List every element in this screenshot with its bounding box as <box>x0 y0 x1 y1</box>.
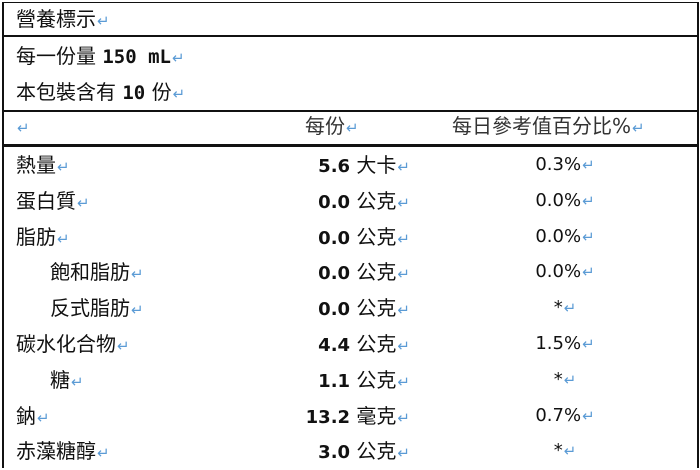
nutrient-row: 鈉↵ 13.2 毫克↵ 0.7%↵ <box>0 399 700 435</box>
serving-size: 每一份量 150 mL↵ <box>16 44 185 68</box>
paragraph-mark-icon: ↵ <box>346 119 359 137</box>
nutrient-amount: 5.6 大卡↵ <box>318 153 410 177</box>
nutrient-name: 碳水化合物↵ <box>16 332 130 356</box>
paragraph-mark-icon: ↵ <box>397 265 410 284</box>
nutrient-daily-percent: *↵ <box>553 297 577 319</box>
paragraph-mark-icon: ↵ <box>397 301 410 320</box>
header-empty-cell: ↵ <box>16 113 30 141</box>
divider <box>2 35 699 37</box>
nutrient-name: 糖↵ <box>50 367 84 392</box>
divider <box>2 144 699 147</box>
paragraph-mark-icon: ↵ <box>397 444 410 463</box>
paragraph-mark-icon: ↵ <box>57 158 70 176</box>
paragraph-mark-icon: ↵ <box>582 335 595 353</box>
column-header-daily-value: 每日參考值百分比%↵ <box>452 114 645 138</box>
nutrient-daily-percent: 1.5%↵ <box>535 333 595 354</box>
table-title: 營養標示↵ <box>16 7 110 31</box>
paragraph-mark-icon: ↵ <box>172 85 186 103</box>
paragraph-mark-icon: ↵ <box>563 370 577 389</box>
paragraph-mark-icon: ↵ <box>117 337 130 355</box>
nutrient-amount: 0.0 公克↵ <box>318 296 410 321</box>
paragraph-mark-icon: ↵ <box>397 229 410 248</box>
nutrient-amount: 13.2 毫克↵ <box>305 403 410 428</box>
nutrient-amount: 0.0 公克↵ <box>318 224 410 249</box>
paragraph-mark-icon: ↵ <box>97 444 110 463</box>
nutrient-row: 赤藻糖醇↵ 3.0 公克↵ *↵ <box>0 434 700 470</box>
paragraph-mark-icon: ↵ <box>632 119 645 137</box>
paragraph-mark-icon: ↵ <box>563 299 577 318</box>
nutrient-daily-percent: 0.3%↵ <box>535 154 595 175</box>
paragraph-mark-icon: ↵ <box>582 406 595 425</box>
paragraph-mark-icon: ↵ <box>37 408 50 427</box>
nutrient-daily-percent: *↵ <box>553 368 577 390</box>
nutrient-name: 蛋白質↵ <box>16 188 90 213</box>
paragraph-mark-icon: ↵ <box>397 372 410 391</box>
paragraph-mark-icon: ↵ <box>397 158 410 176</box>
nutrient-row: 糖↵ 1.1 公克↵ *↵ <box>0 363 700 399</box>
nutrient-row: 脂肪↵ 0.0 公克↵ 0.0%↵ <box>0 220 700 256</box>
nutrient-name: 赤藻糖醇↵ <box>16 439 110 464</box>
paragraph-mark-icon: ↵ <box>582 191 595 210</box>
paragraph-mark-icon: ↵ <box>582 156 595 174</box>
nutrient-row: 熱量↵ 5.6 大卡↵ 0.3%↵ <box>0 148 700 184</box>
paragraph-mark-icon: ↵ <box>17 119 30 137</box>
nutrient-amount: 3.0 公克↵ <box>318 439 410 464</box>
paragraph-mark-icon: ↵ <box>57 229 70 248</box>
nutrient-daily-percent: *↵ <box>553 440 577 462</box>
nutrient-amount: 4.4 公克↵ <box>318 332 410 356</box>
nutrient-row: 蛋白質↵ 0.0 公克↵ 0.0%↵ <box>0 184 700 220</box>
paragraph-mark-icon: ↵ <box>582 263 595 282</box>
nutrient-amount: 0.0 公克↵ <box>318 188 410 213</box>
paragraph-mark-icon: ↵ <box>397 408 410 427</box>
paragraph-mark-icon: ↵ <box>397 337 410 355</box>
servings-per-package: 本包裝含有 10 份↵ <box>16 80 186 104</box>
divider <box>2 110 699 112</box>
nutrient-row: 飽和脂肪↵ 0.0 公克↵ 0.0%↵ <box>0 255 700 291</box>
paragraph-mark-icon: ↵ <box>77 193 90 212</box>
nutrient-row: 碳水化合物↵ 4.4 公克↵ 1.5%↵ <box>0 327 700 363</box>
nutrient-row: 反式脂肪↵ 0.0 公克↵ *↵ <box>0 291 700 327</box>
nutrient-amount: 1.1 公克↵ <box>318 367 410 392</box>
paragraph-mark-icon: ↵ <box>172 49 185 67</box>
column-header-per-serving: 每份↵ <box>305 114 359 138</box>
nutrient-name: 反式脂肪↵ <box>50 296 144 321</box>
nutrient-name: 飽和脂肪↵ <box>50 260 144 285</box>
nutrient-daily-percent: 0.7%↵ <box>535 404 595 426</box>
paragraph-mark-icon: ↵ <box>131 301 144 320</box>
paragraph-mark-icon: ↵ <box>71 372 84 391</box>
nutrient-daily-percent: 0.0%↵ <box>535 225 595 247</box>
nutrient-name: 鈉↵ <box>16 403 50 428</box>
paragraph-mark-icon: ↵ <box>97 12 110 30</box>
paragraph-mark-icon: ↵ <box>131 265 144 284</box>
nutrient-name: 熱量↵ <box>16 153 70 177</box>
paragraph-mark-icon: ↵ <box>397 193 410 212</box>
nutrient-name: 脂肪↵ <box>16 224 70 249</box>
nutrient-amount: 0.0 公克↵ <box>318 260 410 285</box>
paragraph-mark-icon: ↵ <box>582 227 595 246</box>
nutrient-daily-percent: 0.0%↵ <box>535 189 595 211</box>
paragraph-mark-icon: ↵ <box>563 442 577 461</box>
nutrient-daily-percent: 0.0%↵ <box>535 261 595 283</box>
